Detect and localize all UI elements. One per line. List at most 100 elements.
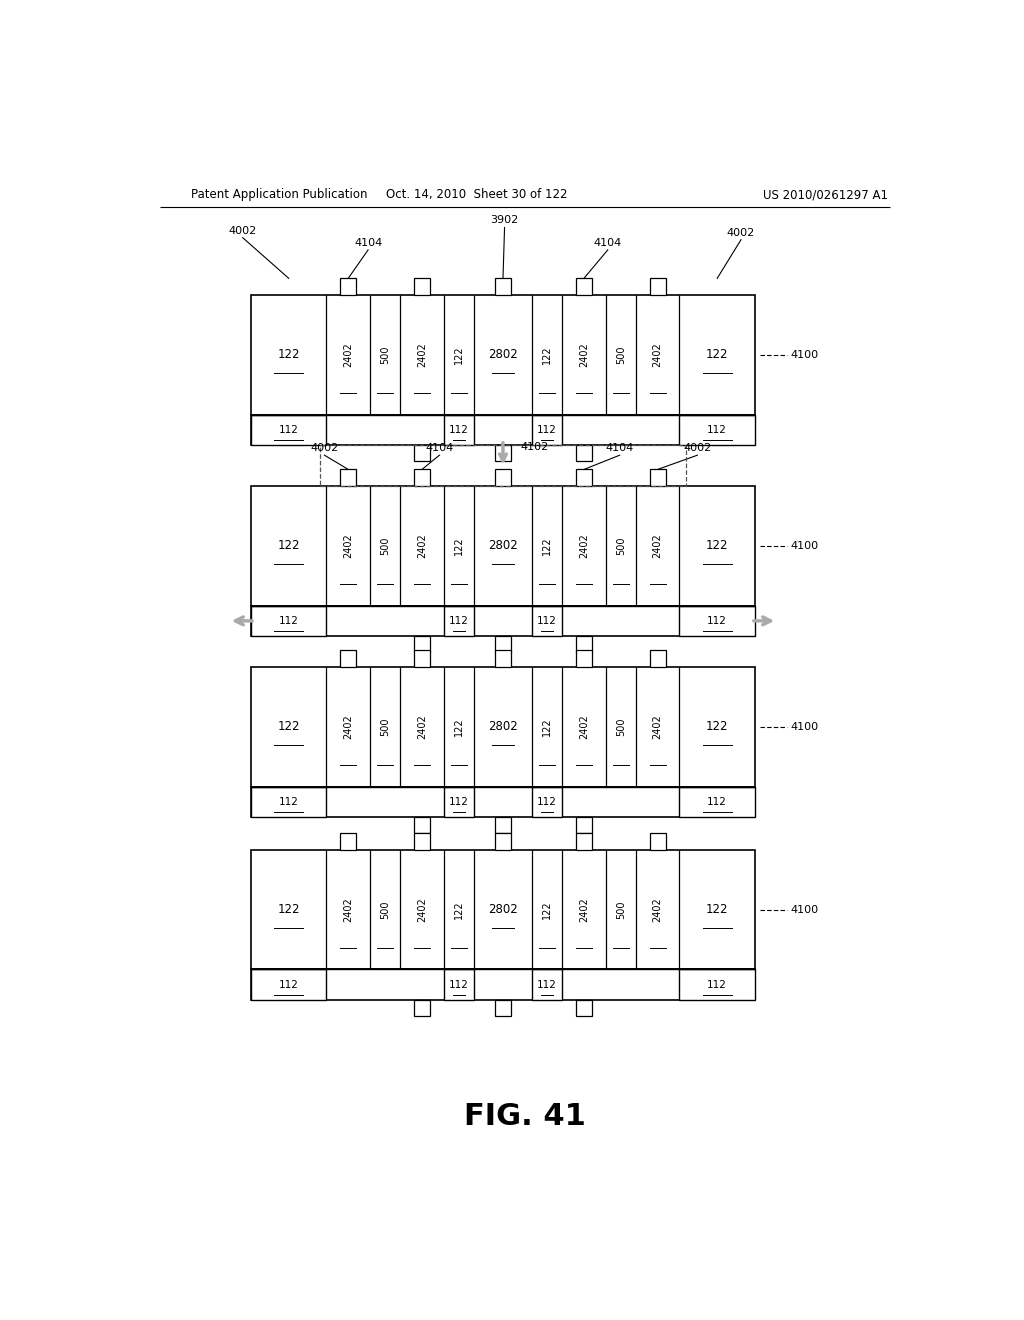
Text: 4002: 4002 bbox=[310, 444, 339, 453]
Text: 4100: 4100 bbox=[791, 541, 819, 550]
Text: 500: 500 bbox=[615, 717, 626, 735]
Text: 2402: 2402 bbox=[417, 533, 427, 558]
Bar bbox=[495, 833, 511, 850]
Bar bbox=[340, 470, 356, 486]
Bar bbox=[414, 470, 430, 486]
Text: Oct. 14, 2010  Sheet 30 of 122: Oct. 14, 2010 Sheet 30 of 122 bbox=[386, 189, 568, 202]
Bar bbox=[577, 279, 592, 294]
Text: 112: 112 bbox=[538, 797, 557, 807]
Text: 4002: 4002 bbox=[727, 227, 755, 238]
Bar bbox=[414, 817, 430, 833]
Text: 4100: 4100 bbox=[791, 350, 819, 359]
Text: 122: 122 bbox=[542, 717, 552, 735]
Text: 122: 122 bbox=[278, 348, 300, 362]
Text: 122: 122 bbox=[454, 346, 464, 364]
Bar bbox=[321, 445, 686, 486]
Bar bbox=[680, 606, 755, 636]
Bar bbox=[251, 414, 327, 445]
Bar bbox=[251, 414, 755, 445]
Bar bbox=[577, 636, 592, 652]
Bar bbox=[650, 651, 666, 667]
Text: 2802: 2802 bbox=[488, 348, 518, 362]
Text: 4104: 4104 bbox=[425, 444, 454, 453]
Bar bbox=[577, 833, 592, 850]
Text: 112: 112 bbox=[449, 979, 469, 990]
Text: US 2010/0261297 A1: US 2010/0261297 A1 bbox=[763, 189, 888, 202]
Text: 500: 500 bbox=[380, 536, 390, 554]
Bar bbox=[495, 470, 511, 486]
Bar bbox=[340, 833, 356, 850]
Text: 112: 112 bbox=[708, 797, 727, 807]
Text: 2402: 2402 bbox=[579, 342, 589, 367]
Bar bbox=[577, 651, 592, 667]
Text: 2402: 2402 bbox=[417, 714, 427, 739]
Bar bbox=[251, 606, 755, 636]
Bar bbox=[495, 445, 511, 461]
Text: FIG. 41: FIG. 41 bbox=[464, 1102, 586, 1131]
Text: 112: 112 bbox=[708, 616, 727, 626]
Text: 122: 122 bbox=[542, 346, 552, 364]
Text: 122: 122 bbox=[454, 717, 464, 735]
Bar bbox=[251, 667, 755, 787]
Text: 2402: 2402 bbox=[652, 342, 663, 367]
Text: 2802: 2802 bbox=[488, 721, 518, 733]
Bar bbox=[495, 817, 511, 833]
Text: 4100: 4100 bbox=[791, 904, 819, 915]
Text: 4100: 4100 bbox=[791, 722, 819, 731]
Text: 112: 112 bbox=[708, 425, 727, 434]
Text: 112: 112 bbox=[279, 616, 299, 626]
Text: 112: 112 bbox=[279, 797, 299, 807]
Text: 4002: 4002 bbox=[228, 226, 257, 236]
Bar bbox=[443, 606, 474, 636]
Bar bbox=[495, 279, 511, 294]
Text: 122: 122 bbox=[542, 900, 552, 919]
Text: 112: 112 bbox=[279, 979, 299, 990]
Bar bbox=[251, 969, 755, 1001]
Bar bbox=[532, 969, 562, 1001]
Text: 122: 122 bbox=[542, 536, 552, 554]
Text: 4102: 4102 bbox=[520, 442, 549, 451]
Text: 500: 500 bbox=[380, 900, 390, 919]
Bar bbox=[251, 787, 755, 817]
Text: 4104: 4104 bbox=[605, 444, 634, 453]
Text: 3902: 3902 bbox=[490, 215, 519, 226]
Text: 2402: 2402 bbox=[343, 898, 353, 921]
Text: 2802: 2802 bbox=[488, 903, 518, 916]
Bar bbox=[577, 470, 592, 486]
Bar bbox=[650, 470, 666, 486]
Text: 2402: 2402 bbox=[579, 533, 589, 558]
Text: 500: 500 bbox=[380, 717, 390, 735]
Text: 2802: 2802 bbox=[488, 539, 518, 552]
Text: 2402: 2402 bbox=[343, 342, 353, 367]
Bar bbox=[680, 787, 755, 817]
Bar bbox=[340, 279, 356, 294]
Text: 2402: 2402 bbox=[417, 898, 427, 921]
Bar bbox=[650, 279, 666, 294]
Text: 2402: 2402 bbox=[343, 533, 353, 558]
Bar bbox=[680, 414, 755, 445]
Text: 122: 122 bbox=[278, 721, 300, 733]
Bar bbox=[532, 787, 562, 817]
Text: 122: 122 bbox=[706, 539, 728, 552]
Text: Patent Application Publication: Patent Application Publication bbox=[191, 189, 368, 202]
Bar bbox=[443, 414, 474, 445]
Bar bbox=[414, 1001, 430, 1016]
Text: 122: 122 bbox=[454, 536, 464, 554]
Text: 500: 500 bbox=[380, 346, 390, 364]
Text: 112: 112 bbox=[449, 616, 469, 626]
Text: 2402: 2402 bbox=[652, 533, 663, 558]
Bar bbox=[340, 651, 356, 667]
Bar bbox=[443, 969, 474, 1001]
Bar bbox=[414, 445, 430, 461]
Bar bbox=[577, 445, 592, 461]
Text: 122: 122 bbox=[706, 348, 728, 362]
Text: 112: 112 bbox=[538, 616, 557, 626]
Text: 122: 122 bbox=[706, 721, 728, 733]
Bar bbox=[414, 651, 430, 667]
Text: 2402: 2402 bbox=[417, 342, 427, 367]
Text: 112: 112 bbox=[279, 425, 299, 434]
Bar bbox=[251, 486, 755, 606]
Bar bbox=[251, 787, 327, 817]
Text: 112: 112 bbox=[708, 979, 727, 990]
Text: 2402: 2402 bbox=[579, 714, 589, 739]
